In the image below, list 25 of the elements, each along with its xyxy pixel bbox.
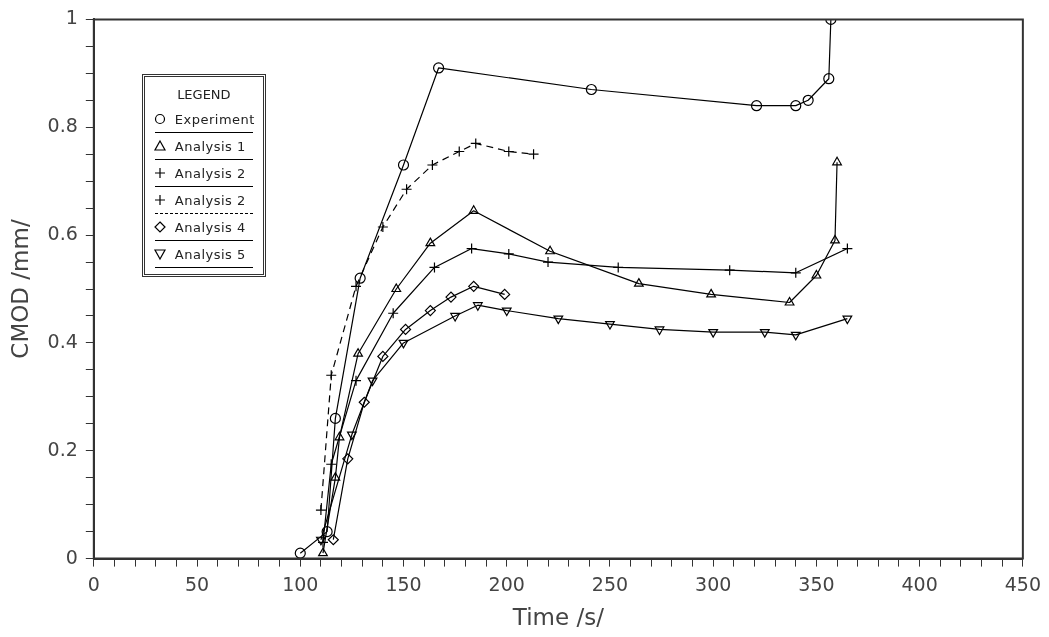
legend-label: Experiment (174, 111, 255, 127)
y-tick-label: 0.8 (47, 114, 78, 137)
x-tick-label: 50 (184, 572, 210, 595)
x-tick-label: 100 (282, 572, 319, 595)
y-tick-label: 0.4 (47, 329, 78, 352)
x-tick-label: 300 (695, 572, 732, 595)
legend-label: Analysis 5 (174, 246, 246, 262)
legend-label: Analysis 2 (174, 192, 246, 208)
y-tick-label: 0.6 (47, 222, 78, 245)
legend-label: Analysis 2 (174, 165, 246, 181)
y-tick-label: 0 (65, 545, 78, 568)
legend-label: Analysis 4 (174, 219, 246, 235)
x-tick-label: 400 (901, 572, 938, 595)
x-tick-label: 150 (385, 572, 422, 595)
x-tick-label: 250 (591, 572, 629, 595)
y-axis-title: CMOD /mm/ (6, 219, 33, 359)
x-tick-label: 450 (1004, 572, 1041, 595)
x-tick-label: 200 (488, 572, 525, 595)
x-tick-label: 350 (798, 572, 835, 595)
legend-label: Analysis 1 (174, 138, 246, 154)
x-axis-title: Time /s/ (511, 604, 605, 631)
y-tick-label: 0.2 (47, 437, 78, 460)
legend-title: LEGEND (176, 86, 232, 105)
y-tick-label: 1 (65, 6, 78, 29)
x-tick-label: 0 (87, 572, 100, 595)
